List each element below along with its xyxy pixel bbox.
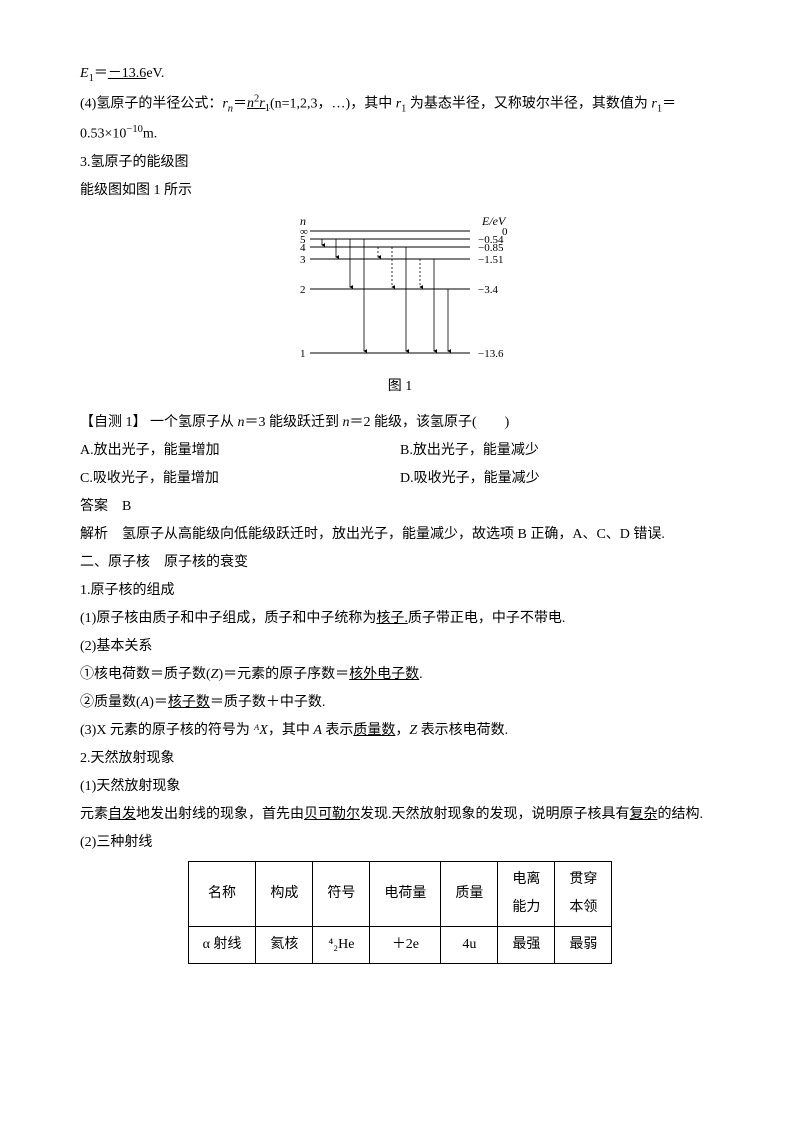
- s2p1a: (1)原子核由质子和中子组成，质子和中子统称为: [80, 611, 376, 626]
- svg-text:3: 3: [300, 254, 306, 266]
- heading-3: 3.氢原子的能级图: [80, 149, 720, 177]
- q1-n2: n: [343, 415, 350, 430]
- r-lead: (4)氢原子的半径公式：: [80, 96, 222, 111]
- svg-text:2: 2: [300, 284, 306, 296]
- td-0: α 射线: [188, 926, 256, 963]
- sec2-h1: 1.原子核的组成: [80, 577, 720, 605]
- r-unit: m.: [143, 127, 157, 142]
- s2-AX: ᴬX: [253, 723, 267, 738]
- s2p7d: 的结构.: [658, 807, 704, 822]
- s2p7b: 地发出射线的现象，首先由: [136, 807, 304, 822]
- r-exp: −10: [126, 124, 142, 135]
- td-4: 4u: [441, 926, 498, 963]
- e1-eq: ＝: [94, 66, 108, 81]
- s2p7u3: 复杂: [630, 807, 658, 822]
- opt-d: D.吸收光子，能量减少: [400, 465, 720, 493]
- th-5: 电离 能力: [498, 861, 555, 926]
- rays-table: 名称 构成 符号 电荷量 质量 电离 能力 贯穿 本领 α 射线 氦核 ⁴₂He…: [188, 861, 613, 964]
- s2-A2: A: [313, 723, 322, 738]
- e1-val: －13.6: [108, 66, 147, 81]
- s2p3b: )＝元素的原子序数＝: [218, 667, 349, 682]
- q1-a: 【自测 1】 一个氢原子从: [80, 415, 238, 430]
- s2p5c: 表示: [322, 723, 354, 738]
- q1-n1: n: [238, 415, 245, 430]
- s2p4u: 核子数: [168, 695, 210, 710]
- th-2: 符号: [313, 861, 370, 926]
- table-header-row: 名称 构成 符号 电荷量 质量 电离 能力 贯穿 本领: [188, 861, 612, 926]
- q1-explain: 解析 氢原子从高能级向低能级跃迁时，放出光子，能量减少，故选项 B 正确，A、C…: [80, 521, 720, 549]
- r-eq: ＝: [233, 96, 247, 111]
- opt-a: A.放出光子，能量增加: [80, 437, 400, 465]
- line-e1: E1＝－13.6eV.: [80, 60, 720, 89]
- line-fig-intro: 能级图如图 1 所示: [80, 177, 720, 205]
- sec2-p8: (2)三种射线: [80, 829, 720, 857]
- r-paren: (n=1,2,3，…)，其中: [270, 96, 396, 111]
- s2p7a: 元素: [80, 807, 108, 822]
- th-0: 名称: [188, 861, 256, 926]
- sec2-p7: 元素自发地发出射线的现象，首先由贝可勒尔发现.天然放射现象的发现，说明原子核具有…: [80, 801, 720, 829]
- e1-E: E: [80, 66, 89, 81]
- sec2-h2: 2.天然放射现象: [80, 745, 720, 773]
- s2p1b: 质子带正电，中子不带电.: [408, 611, 566, 626]
- s2p4c: ＝质子数＋中子数.: [210, 695, 326, 710]
- line-radius: (4)氢原子的半径公式：rn＝n2r1(n=1,2,3，…)，其中 r1 为基态…: [80, 89, 720, 149]
- sec2-p3: ①核电荷数＝质子数(Z)＝元素的原子序数＝核外电子数.: [80, 661, 720, 689]
- opt-b: B.放出光子，能量减少: [400, 437, 720, 465]
- table-row: α 射线 氦核 ⁴₂He ＋2e 4u 最强 最弱: [188, 926, 612, 963]
- energy-level-diagram: n E/eV ∞ 0 5−0.544−0.853−1.512−3.41−13.6…: [80, 213, 720, 401]
- s2-A: A: [141, 695, 150, 710]
- s2p5e: 表示核电荷数.: [417, 723, 508, 738]
- s2p1u: 核子.: [376, 611, 408, 626]
- q1-stem: 【自测 1】 一个氢原子从 n＝3 能级跃迁到 n＝2 能级，该氢原子( ): [80, 409, 720, 437]
- s2p4b: )＝: [149, 695, 168, 710]
- s2p3a: ①核电荷数＝质子数(: [80, 667, 211, 682]
- s2p5a: (3)X 元素的原子核的符号为: [80, 723, 253, 738]
- rhs-n: n: [247, 96, 254, 111]
- svg-text:−1.51: −1.51: [478, 254, 503, 266]
- e1-unit: eV.: [146, 66, 164, 81]
- s2p5b: ，其中: [268, 723, 314, 738]
- sec2-p4: ②质量数(A)＝核子数＝质子数＋中子数.: [80, 689, 720, 717]
- th-3: 电荷量: [370, 861, 441, 926]
- s2p3u: 核外电子数: [349, 667, 419, 682]
- th-6: 贯穿 本领: [555, 861, 612, 926]
- s2p7u2: 贝可勒尔: [304, 807, 360, 822]
- svg-text:4: 4: [300, 242, 306, 254]
- sec2-title: 二、原子核 原子核的衰变: [80, 549, 720, 577]
- svg-text:−0.85: −0.85: [478, 242, 504, 254]
- q1-eq2: ＝2 能级，该氢原子( ): [350, 415, 510, 430]
- svg-text:−3.4: −3.4: [478, 284, 498, 296]
- q1-eq1: ＝3 能级跃迁到: [245, 415, 343, 430]
- s2p7c: 发现.天然放射现象的发现，说明原子核具有: [360, 807, 630, 822]
- s2p3c: .: [419, 667, 423, 682]
- s2p5d: ，: [395, 723, 409, 738]
- q1-options: A.放出光子，能量增加 B.放出光子，能量减少 C.吸收光子，能量增加 D.吸收…: [80, 437, 720, 493]
- td-3: ＋2e: [370, 926, 441, 963]
- s2p7u1: 自发: [108, 807, 136, 822]
- sec2-p1: (1)原子核由质子和中子组成，质子和中子统称为核子.质子带正电，中子不带电.: [80, 605, 720, 633]
- s2p5u: 质量数: [353, 723, 395, 738]
- th-4: 质量: [441, 861, 498, 926]
- q1-answer: 答案 B: [80, 493, 720, 521]
- td-5: 最强: [498, 926, 555, 963]
- td-1: 氦核: [256, 926, 313, 963]
- opt-c: C.吸收光子，能量增加: [80, 465, 400, 493]
- sec2-p6: (1)天然放射现象: [80, 773, 720, 801]
- svg-text:1: 1: [300, 348, 306, 360]
- svg-text:−13.6: −13.6: [478, 348, 504, 360]
- diagram-caption: 图 1: [80, 373, 720, 401]
- s2p4a: ②质量数(: [80, 695, 141, 710]
- td-6: 最弱: [555, 926, 612, 963]
- td-2: ⁴₂He: [313, 926, 370, 963]
- th-1: 构成: [256, 861, 313, 926]
- sec2-p5: (3)X 元素的原子核的符号为 ᴬX，其中 A 表示质量数，Z 表示核电荷数.: [80, 717, 720, 745]
- r-mid: 为基态半径，又称玻尔半径，其数值为: [406, 96, 651, 111]
- sec2-p2: (2)基本关系: [80, 633, 720, 661]
